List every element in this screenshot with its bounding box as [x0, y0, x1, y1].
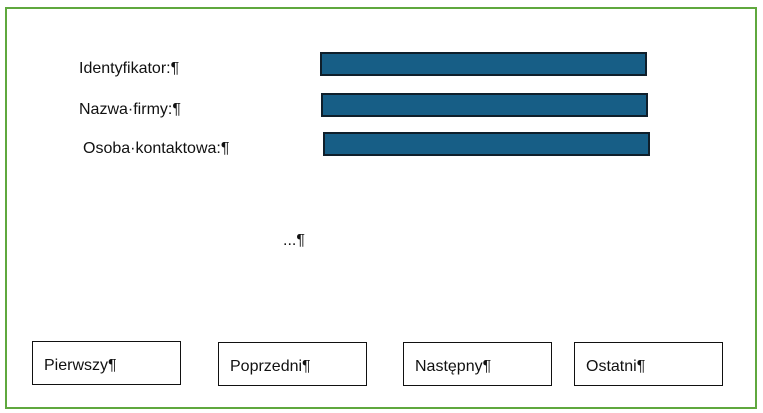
first-record-button[interactable]: Pierwszy¶ — [32, 341, 181, 385]
previous-record-button[interactable]: Poprzedni¶ — [218, 342, 367, 386]
id-label: Identyfikator:¶ — [79, 60, 180, 77]
next-record-button[interactable]: Następny¶ — [403, 342, 552, 386]
contact-person-field[interactable] — [323, 132, 650, 156]
id-field[interactable] — [320, 52, 647, 76]
last-record-button[interactable]: Ostatni¶ — [574, 342, 723, 386]
contact-person-label: Osoba·kontaktowa:¶ — [83, 140, 230, 157]
more-fields-ellipsis: ...¶ — [283, 232, 305, 249]
company-name-field[interactable] — [321, 93, 648, 117]
company-name-label: Nazwa·firmy:¶ — [79, 101, 181, 118]
